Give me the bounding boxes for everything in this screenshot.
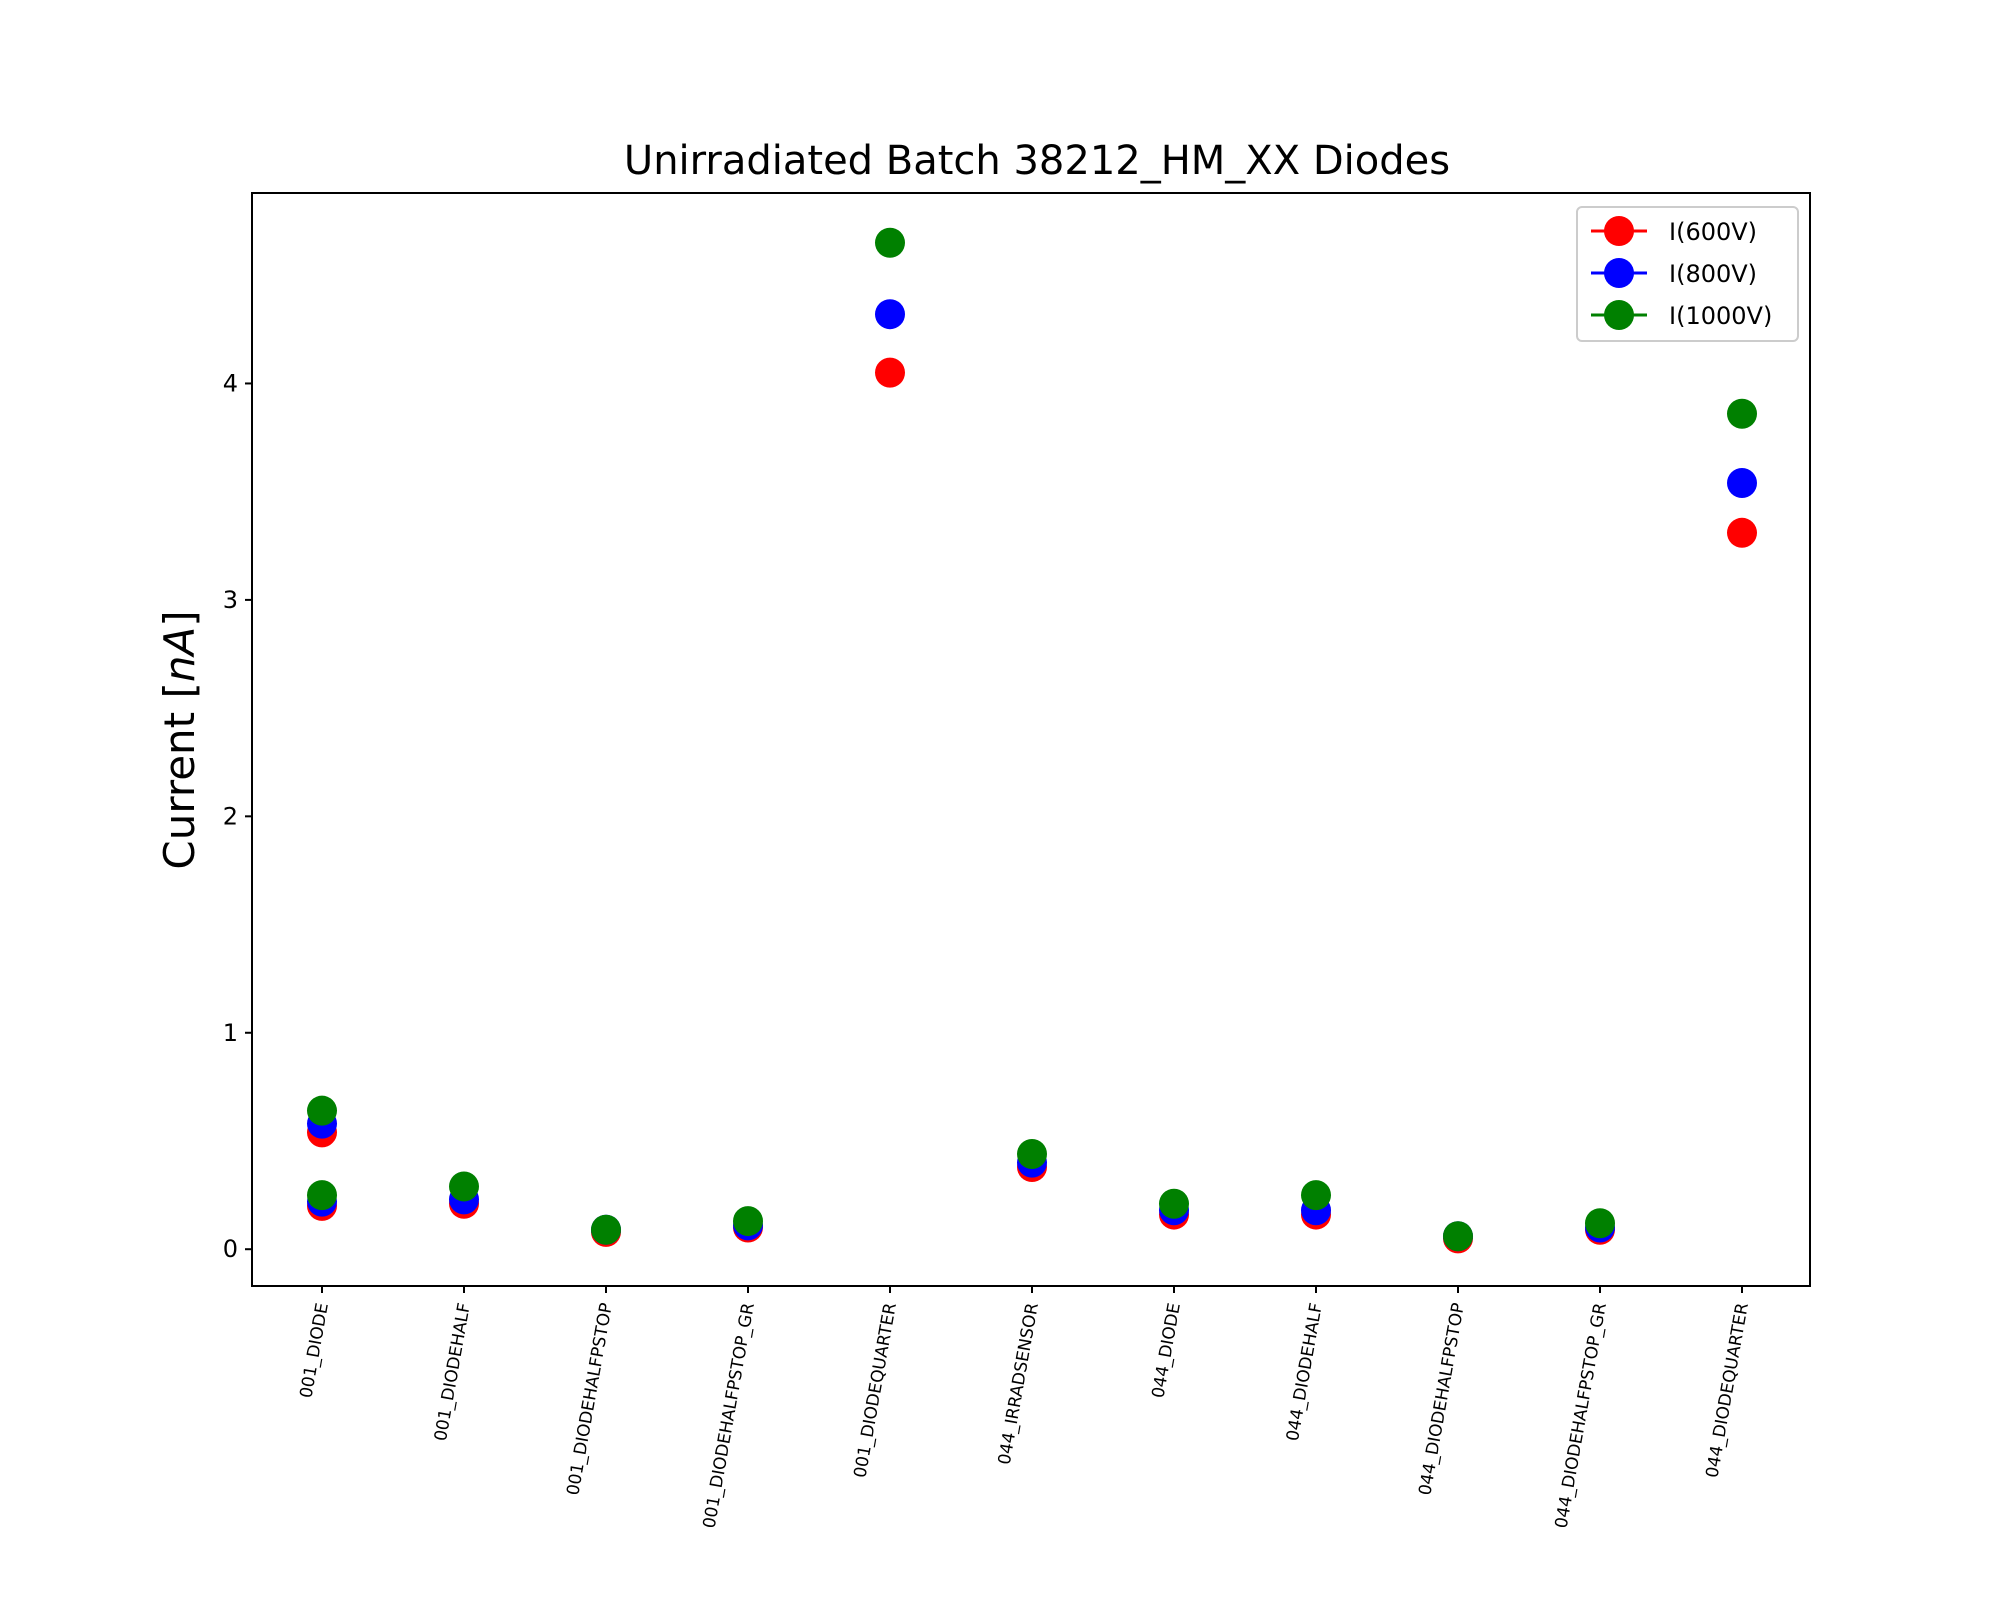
data-point — [733, 1206, 763, 1237]
x-tick-label: 044_DIODEQUARTER — [1702, 1301, 1753, 1479]
y-tick-label: 3 — [223, 586, 238, 614]
x-tick-label: 001_DIODEHALFPSTOP_GR — [700, 1301, 759, 1530]
x-tick-label: 001_DIODEHALFPSTOP — [563, 1301, 617, 1497]
data-point — [1159, 1188, 1189, 1219]
data-points — [307, 227, 1757, 1254]
y-axis-label: Current [nA] — [155, 610, 204, 869]
x-tick-label: 001_DIODE — [297, 1301, 333, 1399]
plot-area-frame — [251, 192, 1811, 1287]
x-axis-ticks: 001_DIODE 001_DIODEHALF 001_DIODEHALFPSTOP… — [297, 1286, 1753, 1530]
data-point — [307, 1095, 337, 1126]
svg-text:Current [nA]: Current [nA] — [155, 610, 204, 869]
x-tick-label: 044_DIODEHALFPSTOP_GR — [1552, 1301, 1611, 1530]
y-axis-ticks: 0 1 2 3 4 — [223, 369, 252, 1263]
legend-label: I(600V) — [1669, 218, 1757, 246]
y-axis-label-close: ] — [155, 610, 204, 626]
data-point — [1443, 1221, 1473, 1252]
data-point — [875, 357, 905, 388]
y-tick-label: 4 — [223, 369, 238, 397]
data-point — [307, 1180, 337, 1211]
x-tick-label: 044_IRRADSENSOR — [995, 1301, 1043, 1466]
x-tick-label: 001_DIODEHALF — [431, 1301, 475, 1442]
x-tick-label: 044_DIODEHALF — [1283, 1301, 1327, 1442]
data-point — [875, 299, 905, 330]
data-point — [1017, 1138, 1047, 1169]
data-point — [1727, 398, 1757, 429]
x-tick-label: 044_DIODE — [1149, 1301, 1185, 1399]
x-tick-label: 001_DIODEQUARTER — [850, 1301, 901, 1479]
chart-title: Unirradiated Batch 38212_HM_XX Diodes — [624, 138, 1450, 184]
data-point — [875, 227, 905, 258]
legend-marker — [1604, 258, 1634, 288]
data-point — [449, 1171, 479, 1202]
data-point — [1727, 468, 1757, 499]
y-tick-label: 1 — [223, 1019, 238, 1047]
data-point — [1585, 1208, 1615, 1239]
y-tick-label: 2 — [223, 802, 238, 830]
data-point — [1727, 517, 1757, 548]
x-tick-label: 044_DIODEHALFPSTOP — [1415, 1301, 1469, 1497]
legend-label: I(1000V) — [1669, 302, 1772, 330]
legend-label: I(800V) — [1669, 260, 1757, 288]
y-axis-label-unit: nA — [155, 627, 204, 682]
legend: I(600V) I(800V) I(1000V) — [1576, 206, 1799, 342]
data-point — [1301, 1180, 1331, 1211]
legend-marker — [1604, 216, 1634, 246]
y-axis-label-text: Current [ — [155, 682, 204, 869]
legend-box — [1576, 206, 1799, 342]
y-tick-label: 0 — [223, 1235, 238, 1263]
legend-marker — [1604, 300, 1634, 330]
data-point — [591, 1214, 621, 1245]
